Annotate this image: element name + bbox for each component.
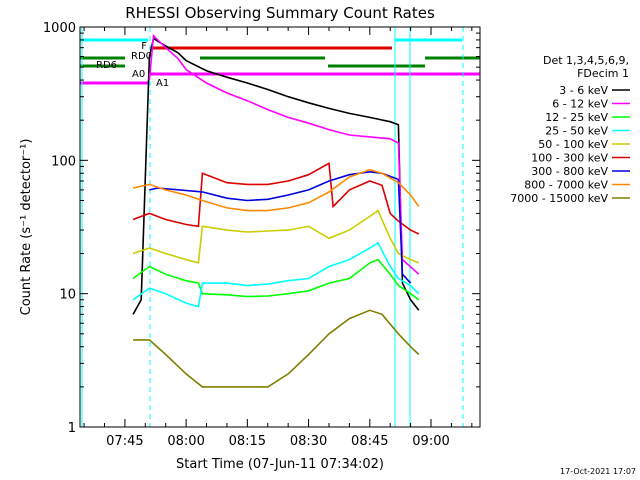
plot-frame [79,26,481,428]
chart-title: RHESSI Observing Summary Count Rates [125,4,435,22]
legend-label-1: 6 - 12 keV [552,98,608,111]
y-tick-label: 100 [51,154,76,169]
series-line-3 [132,241,420,308]
series-line-7 [132,168,420,212]
legend-label-3: 25 - 50 keV [545,125,608,138]
state-label-a0: A0 [132,69,145,80]
legend-label-6: 300 - 800 keV [531,165,608,178]
legend-label-4: 50 - 100 keV [538,138,608,151]
y-tick-label: 1 [68,421,76,436]
series-line-4 [132,209,420,264]
x-tick-label: 08:15 [229,434,266,449]
x-tick-label: 08:45 [351,434,388,449]
legend-label-8: 7000 - 15000 keV [510,192,608,205]
timestamp: 17-Oct-2021 17:07 [560,467,636,476]
series-line-1 [148,33,420,275]
x-axis-label: Start Time (07-Jun-11 07:34:02) [176,457,384,472]
y-tick-label: 10 [59,288,76,303]
legend-label-2: 12 - 25 keV [545,111,608,124]
legend-label-7: 800 - 7000 keV [524,179,608,192]
series-line-2 [132,258,420,301]
series-line-8 [133,309,420,388]
legend-header-line-1: Det 1,3,4,5,6,9, [543,54,629,67]
series-line-5 [132,162,420,235]
y-tick-label: 1000 [43,21,76,36]
state-label-a1: A1 [156,78,169,89]
x-tick-label: 07:45 [106,434,143,449]
y-axis-label: Count Rate (s⁻¹ detector⁻¹) [19,139,34,316]
state-label-rd0: RD0 [131,51,152,62]
state-label-f: F [141,41,147,52]
x-tick-label: 09:00 [412,434,449,449]
legend-label-0: 3 - 6 keV [559,84,608,97]
state-label-rd6: RD6 [96,60,117,71]
axes: 1 10 100 1000 07:45 08:00 08:15 08:30 08:45 09:00 [43,21,481,449]
legend-header-line-2: FDecim 1 [577,67,629,80]
x-tick-label: 08:00 [167,434,204,449]
series-line-6 [149,170,412,284]
legend-label-5: 100 - 300 keV [531,152,608,165]
x-tick-label: 08:30 [290,434,327,449]
series-line-0 [132,37,420,315]
